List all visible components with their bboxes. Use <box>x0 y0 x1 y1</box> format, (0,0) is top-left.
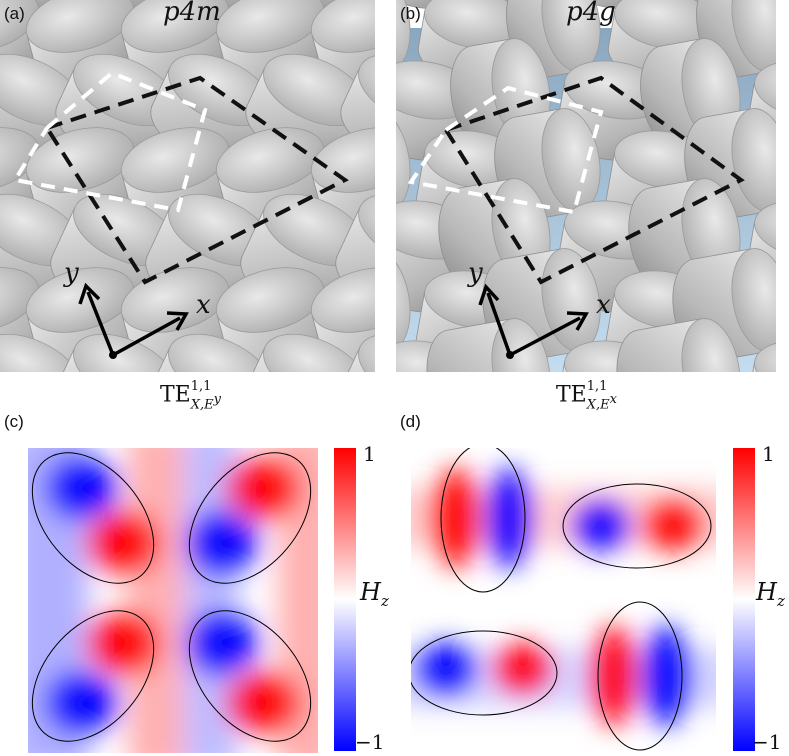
panel-a: (a) p4m y x <box>0 0 557 466</box>
axis-label-y-b: y <box>468 258 483 288</box>
pillar-outline <box>597 601 683 751</box>
pillar-outline <box>562 483 712 569</box>
p4g-render <box>223 0 789 465</box>
pillar-outline <box>31 610 155 742</box>
symmetry-label-p4g: p4g <box>566 0 616 27</box>
symmetry-label-p4m: p4m <box>163 0 221 27</box>
field-map-c <box>28 448 318 753</box>
panel-letter-d: (d) <box>400 412 421 431</box>
panel-d: (d) TE 1,1 X,Ex <box>396 378 789 756</box>
axes-a <box>78 282 189 357</box>
axis-label-x-b: x <box>596 290 611 320</box>
colorbar-min-c: −1 <box>355 730 385 754</box>
panel-c: (c) TE 1,1 X,Ey <box>0 378 390 756</box>
pillar <box>558 0 668 9</box>
colorbar-min-d: −1 <box>752 730 782 754</box>
colorbar-d <box>733 448 755 751</box>
pillar-outline <box>188 452 312 584</box>
axis-label-y-a: y <box>64 258 79 288</box>
unit-cell-black-b <box>444 75 745 285</box>
unit-cell-black-a <box>45 75 349 285</box>
p4m-render <box>0 0 557 466</box>
colorbar-c <box>334 448 356 751</box>
mode-label-d: TE 1,1 X,Ex <box>556 379 617 413</box>
colorbar-max-d: 1 <box>762 442 775 466</box>
pillar-outline <box>411 630 558 716</box>
pillar-outline <box>440 448 526 593</box>
pillar-field-a <box>0 0 557 466</box>
panel-letter-c: (c) <box>4 412 24 431</box>
axes-b <box>478 283 589 357</box>
pillar-outline <box>188 610 312 742</box>
colorbar-field-label-d: Hz <box>756 578 785 610</box>
panel-b: (b) p4g y x <box>223 0 789 465</box>
pillar-outline <box>31 452 155 584</box>
field-map-d <box>411 448 716 753</box>
panel-letter-a: (a) <box>4 4 25 23</box>
pillar <box>368 0 478 9</box>
unit-cell-white-b <box>407 85 604 215</box>
colorbar-max-c: 1 <box>363 442 376 466</box>
panel-letter-b: (b) <box>400 4 421 23</box>
axis-label-x-a: x <box>196 290 211 320</box>
mode-label-c: TE 1,1 X,Ey <box>160 379 221 413</box>
colorbar-field-label-c: Hz <box>360 578 389 610</box>
unit-cell-white-a <box>11 70 208 213</box>
